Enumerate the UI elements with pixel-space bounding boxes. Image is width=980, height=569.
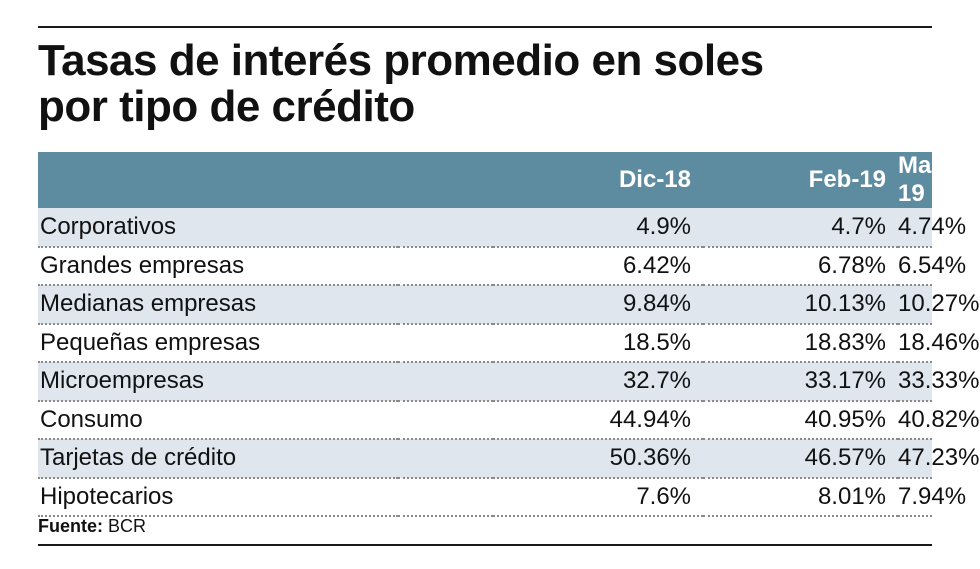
title-line-2: por tipo de crédito [38, 82, 415, 131]
cell-value-mar-19: 40.82% [898, 405, 980, 433]
table-row: Grandes empresas 6.42% 6.78% 6.54% [38, 247, 967, 285]
cell-value-feb-19: 33.17% [804, 367, 887, 395]
column-header-feb-19: Feb-19 [808, 166, 887, 193]
cell-value-feb-19: 18.83% [804, 328, 887, 356]
row-label: Hipotecarios [40, 482, 174, 510]
cell-value-feb-19: 8.01% [817, 482, 887, 510]
cell-value-mar-19: 7.94% [898, 482, 967, 510]
row-label: Pequeñas empresas [40, 328, 261, 356]
top-rule [38, 26, 932, 28]
column-header-dic-18: Dic-18 [618, 166, 692, 193]
header-blank [38, 152, 398, 208]
cell-value-mar-19: 33.33% [898, 367, 980, 395]
source-value: BCR [108, 516, 147, 536]
cell-value-dic-18: 44.94% [609, 405, 692, 433]
cell-value-dic-18: 6.42% [622, 251, 692, 279]
cell-value-feb-19: 46.57% [804, 444, 887, 472]
chart-frame: Tasas de interés promedio en soles por t… [38, 0, 980, 569]
table-row: Consumo 44.94% 40.95% 40.82% [38, 401, 980, 439]
table-row: Pequeñas empresas 18.5% 18.83% 18.46% [38, 324, 980, 362]
cell-value-dic-18: 50.36% [609, 444, 692, 472]
table-row: Medianas empresas 9.84% 10.13% 10.27% [38, 285, 980, 324]
cell-value-feb-19: 40.95% [804, 405, 887, 433]
cell-value-mar-19: 10.27% [898, 290, 980, 318]
row-label: Microempresas [40, 367, 205, 395]
row-label: Consumo [40, 405, 143, 433]
source-label: Fuente: [38, 516, 103, 536]
cell-value-mar-19: 6.54% [898, 251, 967, 279]
row-label: Corporativos [40, 212, 177, 240]
cell-value-feb-19: 6.78% [817, 251, 887, 279]
cell-value-mar-19: 18.46% [898, 328, 980, 356]
table-row: Microempresas 32.7% 33.17% 33.33% [38, 362, 980, 401]
row-label: Medianas empresas [40, 290, 257, 318]
table-row: Hipotecarios 7.6% 8.01% 7.94% [38, 478, 967, 516]
rates-table: Dic-18 Feb-19 Mar-19 Corporativos 4.9% 4.7… [38, 152, 980, 517]
chart-title: Tasas de interés promedio en soles por t… [38, 38, 932, 130]
cell-value-mar-19: 4.74% [898, 212, 967, 240]
table-row: Tarjetas de crédito 50.36% 46.57% 47.23% [38, 439, 980, 478]
cell-value-dic-18: 4.9% [636, 212, 692, 240]
row-label: Tarjetas de crédito [40, 444, 237, 472]
cell-value-feb-19: 10.13% [804, 290, 887, 318]
bottom-rule [38, 544, 932, 546]
source-note: Fuente: BCR [38, 516, 146, 537]
cell-value-feb-19: 4.7% [831, 212, 887, 240]
row-label: Grandes empresas [40, 251, 245, 279]
table-header-row: Dic-18 Feb-19 Mar-19 [38, 152, 949, 208]
title-line-1: Tasas de interés promedio en soles [38, 36, 764, 85]
cell-value-dic-18: 18.5% [622, 328, 692, 356]
table-row: Corporativos 4.9% 4.7% 4.74% [38, 208, 967, 247]
cell-value-dic-18: 7.6% [636, 482, 692, 510]
cell-value-dic-18: 9.84% [622, 290, 692, 318]
column-header-mar-19: Mar-19 [898, 152, 949, 207]
table-body: Corporativos 4.9% 4.7% 4.74% Grandes empresa… [38, 208, 980, 516]
cell-value-dic-18: 32.7% [622, 367, 692, 395]
cell-value-mar-19: 47.23% [898, 444, 980, 472]
